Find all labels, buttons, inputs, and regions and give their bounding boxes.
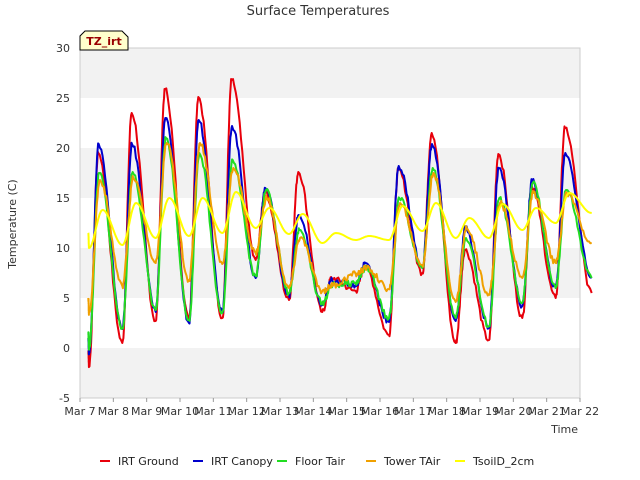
plot-background: [80, 48, 580, 398]
x-tick-label: Mar 14: [294, 405, 332, 418]
y-tick-label: 25: [56, 92, 70, 105]
legend-label: IRT Ground: [118, 455, 179, 468]
y-tick-label: -5: [59, 392, 70, 405]
y-axis-label: Temperature (C): [6, 179, 19, 269]
badge-box: [79, 30, 129, 51]
y-tick-label: 10: [56, 242, 70, 255]
grid-band: [80, 48, 580, 98]
grid-band: [80, 298, 580, 348]
x-tick-label: Mar 21: [528, 405, 566, 418]
x-tick-label: Mar 15: [328, 405, 366, 418]
grid-band: [80, 248, 580, 298]
x-tick-label: Mar 16: [361, 405, 399, 418]
tz-irt-badge: TZ_irt: [79, 30, 129, 51]
y-tick-label: 15: [56, 192, 70, 205]
x-tick-label: Mar 20: [494, 405, 532, 418]
x-tick-label: Mar 13: [261, 405, 299, 418]
badge-label: TZ_irt: [86, 35, 121, 48]
y-axis: -5 0 5 10 15 20 25 30: [56, 42, 70, 405]
x-tick-label: Mar 12: [228, 405, 266, 418]
chart-title: Surface Temperatures: [247, 4, 390, 19]
x-axis-label: Time: [550, 423, 578, 436]
grid-band: [80, 98, 580, 148]
x-tick-label: Mar 22: [561, 405, 599, 418]
series-line-tsoild-2cm: [87, 191, 592, 249]
x-tick-label: Mar 9: [131, 405, 162, 418]
legend-label: TsoilD_2cm: [472, 455, 534, 468]
legend-label: Tower TAir: [383, 455, 441, 468]
x-tick-label: Mar 7: [64, 405, 95, 418]
series-line-floor-tair: [87, 136, 593, 351]
series-layer: [87, 78, 593, 369]
y-tick-label: 0: [63, 342, 70, 355]
y-tick-label: 30: [56, 42, 70, 55]
y-tick-label: 5: [63, 292, 70, 305]
x-tick-label: Mar 18: [428, 405, 466, 418]
x-tick-label: Mar 8: [98, 405, 129, 418]
grid-band: [80, 348, 580, 398]
legend-label: Floor Tair: [295, 455, 346, 468]
legend: IRT Ground IRT Canopy Floor Tair Tower TAir…: [100, 455, 534, 468]
x-tick-label: Mar 11: [194, 405, 232, 418]
x-tick-label: Mar 10: [161, 405, 199, 418]
legend-label: IRT Canopy: [211, 455, 273, 468]
y-tick-label: 20: [56, 142, 70, 155]
series-line-tower-tair: [87, 142, 592, 316]
x-tick-label: Mar 19: [461, 405, 499, 418]
x-tick-label: Mar 17: [394, 405, 432, 418]
